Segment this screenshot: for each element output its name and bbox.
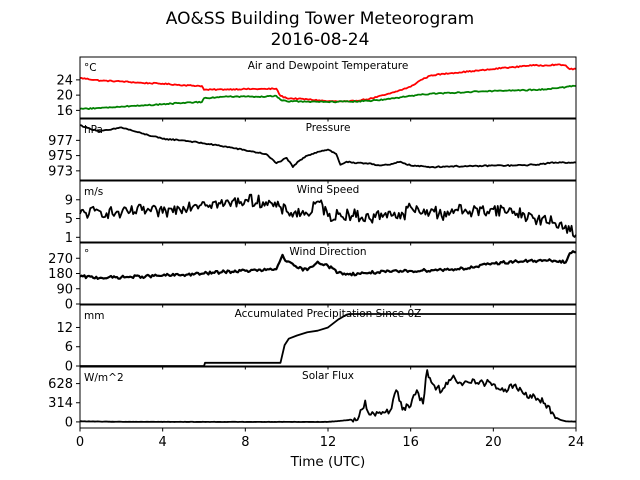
panel-2-title: Pressure bbox=[306, 122, 351, 134]
x-axis-label: Time (UTC) bbox=[290, 454, 366, 470]
panel-4-ytick-label-1: 0 bbox=[65, 298, 73, 313]
panel-2-ytick-label-3: 977 bbox=[48, 134, 73, 149]
panel-2-ytick-label-1: 973 bbox=[48, 164, 73, 179]
panel-3-ytick-label-2: 5 bbox=[65, 212, 73, 227]
x-tick-label-6: 20 bbox=[485, 435, 502, 450]
panel-3-unit: m/s bbox=[84, 186, 103, 198]
panel-6-ytick-label-2: 314 bbox=[48, 396, 73, 411]
x-tick-label-7: 24 bbox=[568, 435, 585, 450]
figure-title: AO&SS Building Tower Meteorogram bbox=[166, 9, 474, 29]
panel-5-ytick-label-2: 6 bbox=[65, 340, 73, 355]
panel-1-title: Air and Dewpoint Temperature bbox=[248, 60, 409, 72]
panel-3-ytick-label-1: 1 bbox=[65, 231, 73, 246]
panel-4-unit: ° bbox=[84, 248, 89, 260]
panel-6: 0 314 628 W/m^2 Solar Flux bbox=[48, 366, 577, 432]
panel-1-ytick-label-1: 16 bbox=[56, 104, 73, 119]
panel-5-ytick-label-3: 12 bbox=[56, 321, 73, 336]
panel-1-series-2-line bbox=[79, 84, 577, 110]
panel-2-series-1-line bbox=[79, 124, 577, 169]
panel-3-series-1-line bbox=[79, 193, 577, 238]
panel-3-ytick-label-3: 9 bbox=[65, 193, 73, 208]
x-axis: 0 4 8 12 16 20 24 bbox=[76, 435, 584, 450]
panel-6-ytick-label-1: 0 bbox=[65, 415, 73, 430]
panel-4-ytick-label-3: 180 bbox=[48, 267, 73, 282]
panel-6-series-1-line bbox=[79, 369, 577, 423]
panel-5: 0 6 12 mm Accumulated Precipitation Since 0Z bbox=[56, 304, 577, 375]
figure-subtitle: 2016-08-24 bbox=[271, 30, 370, 50]
panel-2-ytick-label-2: 975 bbox=[48, 149, 73, 164]
panel-5-series-1-line bbox=[80, 313, 576, 367]
panel-5-unit: mm bbox=[84, 310, 104, 322]
panel-2-unit: hPa bbox=[84, 124, 103, 136]
panel-1-ytick-label-2: 20 bbox=[56, 89, 73, 104]
panel-5-ytick-label-1: 0 bbox=[65, 360, 73, 375]
panel-1-ytick-label-3: 24 bbox=[56, 73, 73, 88]
x-tick-label-3: 8 bbox=[241, 435, 249, 450]
panel-4-ytick-label-4: 270 bbox=[48, 252, 73, 267]
x-tick-label-5: 16 bbox=[402, 435, 419, 450]
panel-3: 1 5 9 m/s Wind Speed bbox=[65, 180, 577, 246]
panel-3-title: Wind Speed bbox=[297, 184, 360, 196]
panel-6-unit: W/m^2 bbox=[84, 372, 124, 384]
x-tick-label-4: 12 bbox=[320, 435, 337, 450]
panel-6-ytick-label-3: 628 bbox=[48, 377, 73, 392]
x-tick-label-1: 0 bbox=[76, 435, 84, 450]
panel-4-series-1-line bbox=[79, 250, 577, 280]
panel-1-unit: °C bbox=[84, 62, 97, 74]
panel-6-title: Solar Flux bbox=[302, 370, 354, 382]
panel-4-ytick-label-2: 90 bbox=[56, 282, 73, 297]
panel-4-title: Wind Direction bbox=[289, 246, 366, 258]
x-tick-label-2: 4 bbox=[159, 435, 167, 450]
panel-5-title: Accumulated Precipitation Since 0Z bbox=[235, 308, 422, 320]
